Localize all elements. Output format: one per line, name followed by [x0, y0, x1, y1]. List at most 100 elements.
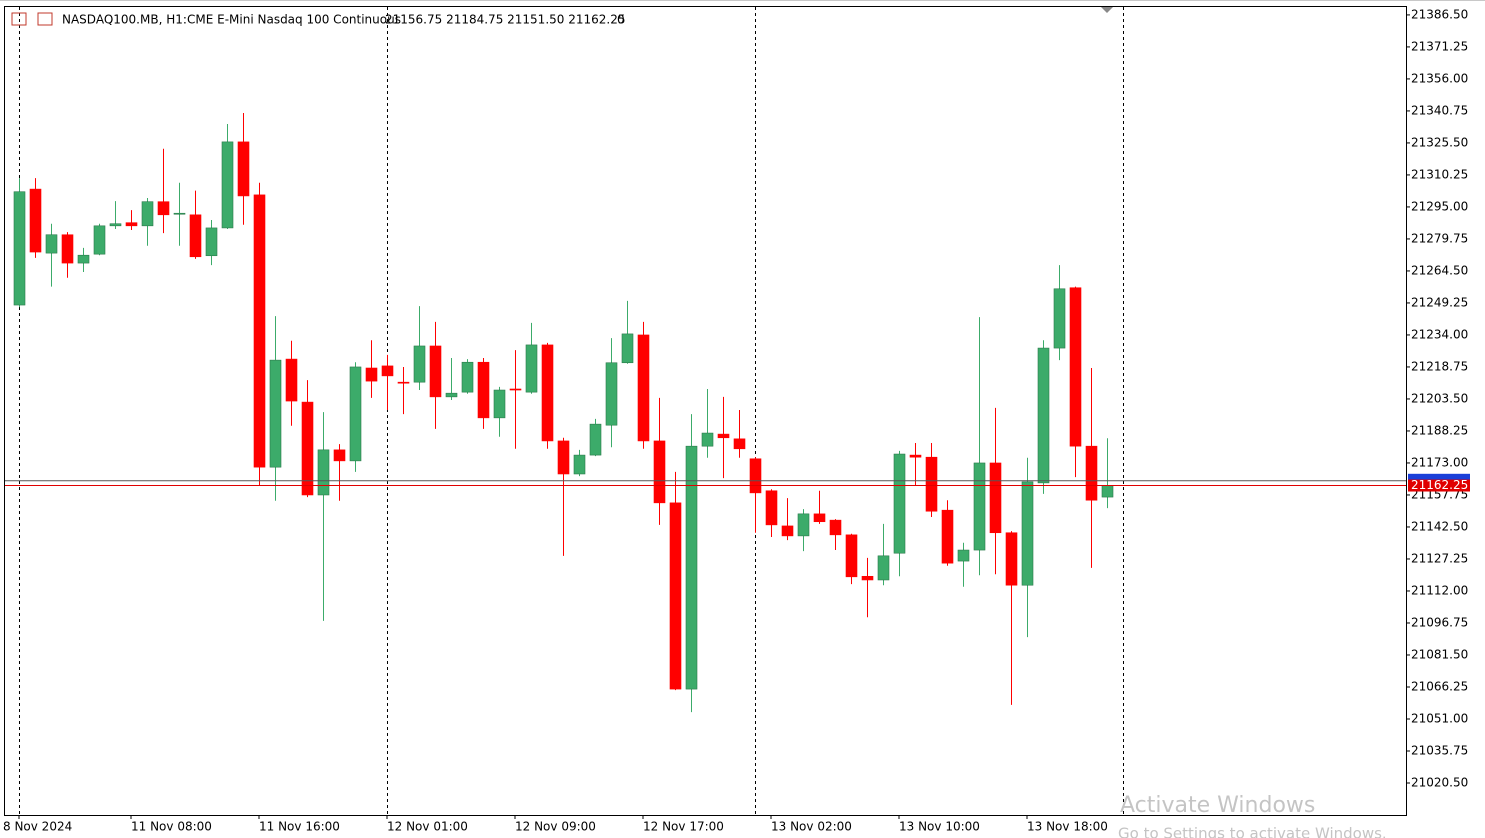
candle-body	[45, 234, 58, 254]
y-tick-label: 21127.25	[1411, 551, 1468, 565]
y-tick-label: 21112.00	[1411, 583, 1468, 597]
candle-body	[589, 423, 602, 456]
y-tick-label: 21218.75	[1411, 359, 1468, 373]
candle-body	[189, 214, 202, 258]
candle-body	[1085, 445, 1098, 501]
x-tick-label: 13 Nov 02:00	[771, 820, 852, 834]
header: NASDAQ100.MB, H1: CME E-Mini Nasdaq 100 …	[11, 12, 625, 27]
candle-body	[29, 188, 42, 253]
candles	[13, 113, 1114, 713]
symbol: NASDAQ100.MB, H1:	[62, 13, 187, 27]
candle-body	[637, 334, 650, 442]
watermark: Go to Settings to activate Windows.	[1118, 825, 1387, 838]
candle-body	[605, 362, 618, 426]
candle-body	[93, 225, 106, 255]
y-tick-label: 21066.25	[1411, 679, 1468, 693]
y-tick-label: 21081.50	[1411, 647, 1468, 661]
candle-body	[333, 449, 346, 462]
candle-body	[109, 223, 122, 227]
description: CME E-Mini Nasdaq 100 Continuous	[187, 13, 401, 27]
candle-body	[461, 361, 474, 393]
candle-body	[397, 381, 410, 384]
candle-body	[125, 222, 138, 227]
candle-body	[157, 201, 170, 216]
y-tick-label: 21264.50	[1411, 263, 1468, 277]
shift-marker	[1101, 7, 1113, 13]
candle-body	[829, 519, 842, 536]
candle-body	[1021, 481, 1034, 586]
y-tick-label: 21295.00	[1411, 199, 1468, 213]
y-tick-label: 21142.50	[1411, 519, 1468, 533]
y-tick-label: 21035.75	[1411, 743, 1468, 757]
y-tick-label: 21325.50	[1411, 135, 1468, 149]
candle-body	[285, 358, 298, 402]
y-tick-label: 21371.25	[1411, 39, 1468, 53]
x-tick-label: 13 Nov 10:00	[899, 820, 980, 834]
candle-body	[253, 194, 266, 468]
y-tick-label: 21188.25	[1411, 423, 1468, 437]
candle-body	[477, 361, 490, 419]
candle-body	[429, 345, 442, 398]
candle-body	[509, 388, 522, 391]
candle-body	[733, 438, 746, 450]
x-tick-label: 12 Nov 01:00	[387, 820, 468, 834]
candle-body	[365, 367, 378, 382]
candle-body	[269, 359, 282, 468]
y-tick-label: 21249.25	[1411, 295, 1468, 309]
candle-body	[573, 454, 586, 475]
y-tick-label: 21096.75	[1411, 615, 1468, 629]
candle-body	[701, 432, 714, 447]
candle-body	[1069, 287, 1082, 447]
y-tick-label: 21386.50	[1411, 7, 1468, 21]
candle-body	[1005, 532, 1018, 586]
candle-body	[669, 502, 682, 690]
candle-body	[845, 534, 858, 578]
candle-body	[493, 389, 506, 419]
x-tick-label: 13 Nov 18:00	[1027, 820, 1108, 834]
y-tick-label: 21203.50	[1411, 391, 1468, 405]
candle-body	[1101, 485, 1114, 498]
candle-body	[781, 525, 794, 537]
candle-body	[797, 513, 810, 537]
candle-body	[957, 549, 970, 562]
candle-body	[13, 191, 26, 306]
candle-body	[925, 456, 938, 512]
y-tick-label: 21051.00	[1411, 711, 1468, 725]
candle-body	[877, 555, 890, 581]
bid-label: 21162.25	[1411, 478, 1468, 492]
candle-body	[941, 509, 954, 564]
icon	[37, 12, 53, 26]
candle-body	[893, 453, 906, 554]
y-tick-label: 21340.75	[1411, 103, 1468, 117]
candle-body	[381, 365, 394, 377]
x-tick-label: 12 Nov 17:00	[643, 820, 724, 834]
volume: 0	[617, 13, 625, 27]
candle-body	[717, 433, 730, 439]
candle-body	[685, 445, 698, 690]
candle-body	[557, 440, 570, 475]
x-tick-label: 11 Nov 16:00	[259, 820, 340, 834]
y-tick-label: 21356.00	[1411, 71, 1468, 85]
candle-body	[749, 458, 762, 494]
candle-body	[813, 513, 826, 523]
candle-body	[541, 344, 554, 442]
candle-body	[989, 462, 1002, 534]
plot-frame	[4, 6, 1407, 816]
candle-body	[141, 201, 154, 227]
candle-body	[653, 440, 666, 504]
candle-body	[317, 449, 330, 496]
x-tick-label: 8 Nov 2024	[3, 820, 72, 834]
x-tick-label: 12 Nov 09:00	[515, 820, 596, 834]
x-tick-label: 11 Nov 08:00	[131, 820, 212, 834]
candle-body	[909, 454, 922, 458]
candle-body	[973, 462, 986, 551]
candle-body	[525, 344, 538, 393]
y-tick-label: 21279.75	[1411, 231, 1468, 245]
separators	[19, 7, 1124, 815]
candle-body	[237, 141, 250, 197]
candle-body	[77, 254, 90, 264]
candle-body	[173, 212, 186, 215]
candle-body	[621, 333, 634, 364]
candle-body	[413, 345, 426, 383]
